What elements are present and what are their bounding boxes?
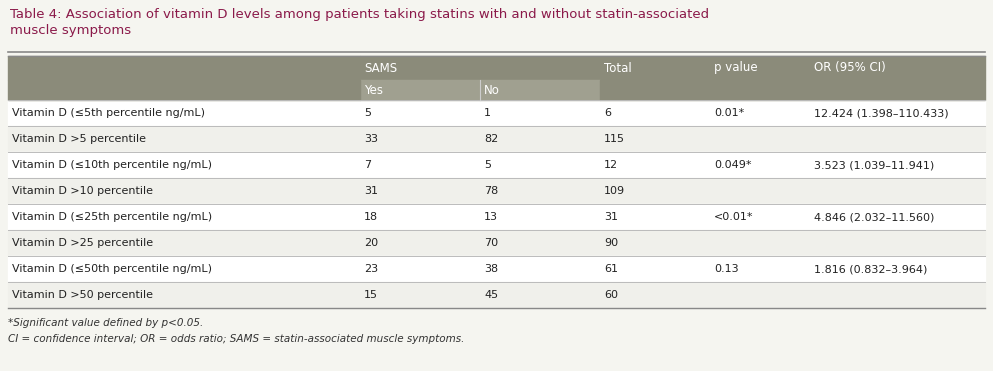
Text: 90: 90 (604, 238, 618, 248)
Bar (600, 80, 985, 100)
Text: 5: 5 (484, 160, 491, 170)
Text: p value: p value (714, 62, 758, 75)
Text: 31: 31 (364, 186, 378, 196)
Bar (8, 230, 985, 256)
Bar (8, 56, 360, 80)
Text: 33: 33 (364, 134, 378, 144)
Bar (8, 282, 985, 308)
Text: Vitamin D >50 percentile: Vitamin D >50 percentile (12, 290, 153, 300)
Text: 0.01*: 0.01* (714, 108, 744, 118)
Text: OR (95% CI): OR (95% CI) (814, 62, 886, 75)
Text: 61: 61 (604, 264, 618, 274)
Text: 78: 78 (484, 186, 498, 196)
Text: <0.01*: <0.01* (714, 212, 754, 222)
Text: 23: 23 (364, 264, 378, 274)
Bar (8, 256, 985, 282)
Text: 18: 18 (364, 212, 378, 222)
Text: SAMS: SAMS (364, 62, 397, 75)
Text: 38: 38 (484, 264, 498, 274)
Text: 70: 70 (484, 238, 498, 248)
Text: muscle symptoms: muscle symptoms (10, 24, 131, 37)
Text: 45: 45 (484, 290, 498, 300)
Text: 31: 31 (604, 212, 618, 222)
Text: 4.846 (2.032–11.560): 4.846 (2.032–11.560) (814, 212, 934, 222)
Text: 1.816 (0.832–3.964): 1.816 (0.832–3.964) (814, 264, 927, 274)
Text: 109: 109 (604, 186, 626, 196)
Text: 20: 20 (364, 238, 378, 248)
Text: Table 4: Association of vitamin D levels among patients taking statins with and : Table 4: Association of vitamin D levels… (10, 8, 709, 21)
Bar (8, 80, 360, 100)
Text: Vitamin D >5 percentile: Vitamin D >5 percentile (12, 134, 146, 144)
Bar (8, 152, 985, 178)
Text: 12: 12 (604, 160, 618, 170)
Text: *Significant value defined by p<0.05.: *Significant value defined by p<0.05. (8, 318, 204, 328)
Text: Vitamin D (≤10th percentile ng/mL): Vitamin D (≤10th percentile ng/mL) (12, 160, 212, 170)
Text: No: No (484, 83, 499, 96)
Text: 82: 82 (484, 134, 498, 144)
Text: CI = confidence interval; OR = odds ratio; SAMS = statin-associated muscle sympt: CI = confidence interval; OR = odds rati… (8, 334, 465, 344)
Text: 3.523 (1.039–11.941): 3.523 (1.039–11.941) (814, 160, 934, 170)
Text: 12.424 (1.398–110.433): 12.424 (1.398–110.433) (814, 108, 948, 118)
Bar (360, 80, 600, 100)
Text: 7: 7 (364, 160, 371, 170)
Text: Vitamin D >25 percentile: Vitamin D >25 percentile (12, 238, 153, 248)
Text: 5: 5 (364, 108, 371, 118)
Text: 1: 1 (484, 108, 491, 118)
Bar (8, 100, 985, 126)
Bar (360, 56, 985, 80)
Text: 60: 60 (604, 290, 618, 300)
Text: 0.049*: 0.049* (714, 160, 752, 170)
Text: Total: Total (604, 62, 632, 75)
Bar (8, 204, 985, 230)
Text: Vitamin D (≤25th percentile ng/mL): Vitamin D (≤25th percentile ng/mL) (12, 212, 213, 222)
Text: Vitamin D (≤50th percentile ng/mL): Vitamin D (≤50th percentile ng/mL) (12, 264, 212, 274)
Text: 6: 6 (604, 108, 611, 118)
Text: Vitamin D >10 percentile: Vitamin D >10 percentile (12, 186, 153, 196)
Text: 15: 15 (364, 290, 378, 300)
Text: 0.13: 0.13 (714, 264, 739, 274)
Text: 115: 115 (604, 134, 625, 144)
Bar (8, 126, 985, 152)
Text: Yes: Yes (364, 83, 383, 96)
Text: Vitamin D (≤5th percentile ng/mL): Vitamin D (≤5th percentile ng/mL) (12, 108, 205, 118)
Bar (8, 178, 985, 204)
Text: 13: 13 (484, 212, 498, 222)
